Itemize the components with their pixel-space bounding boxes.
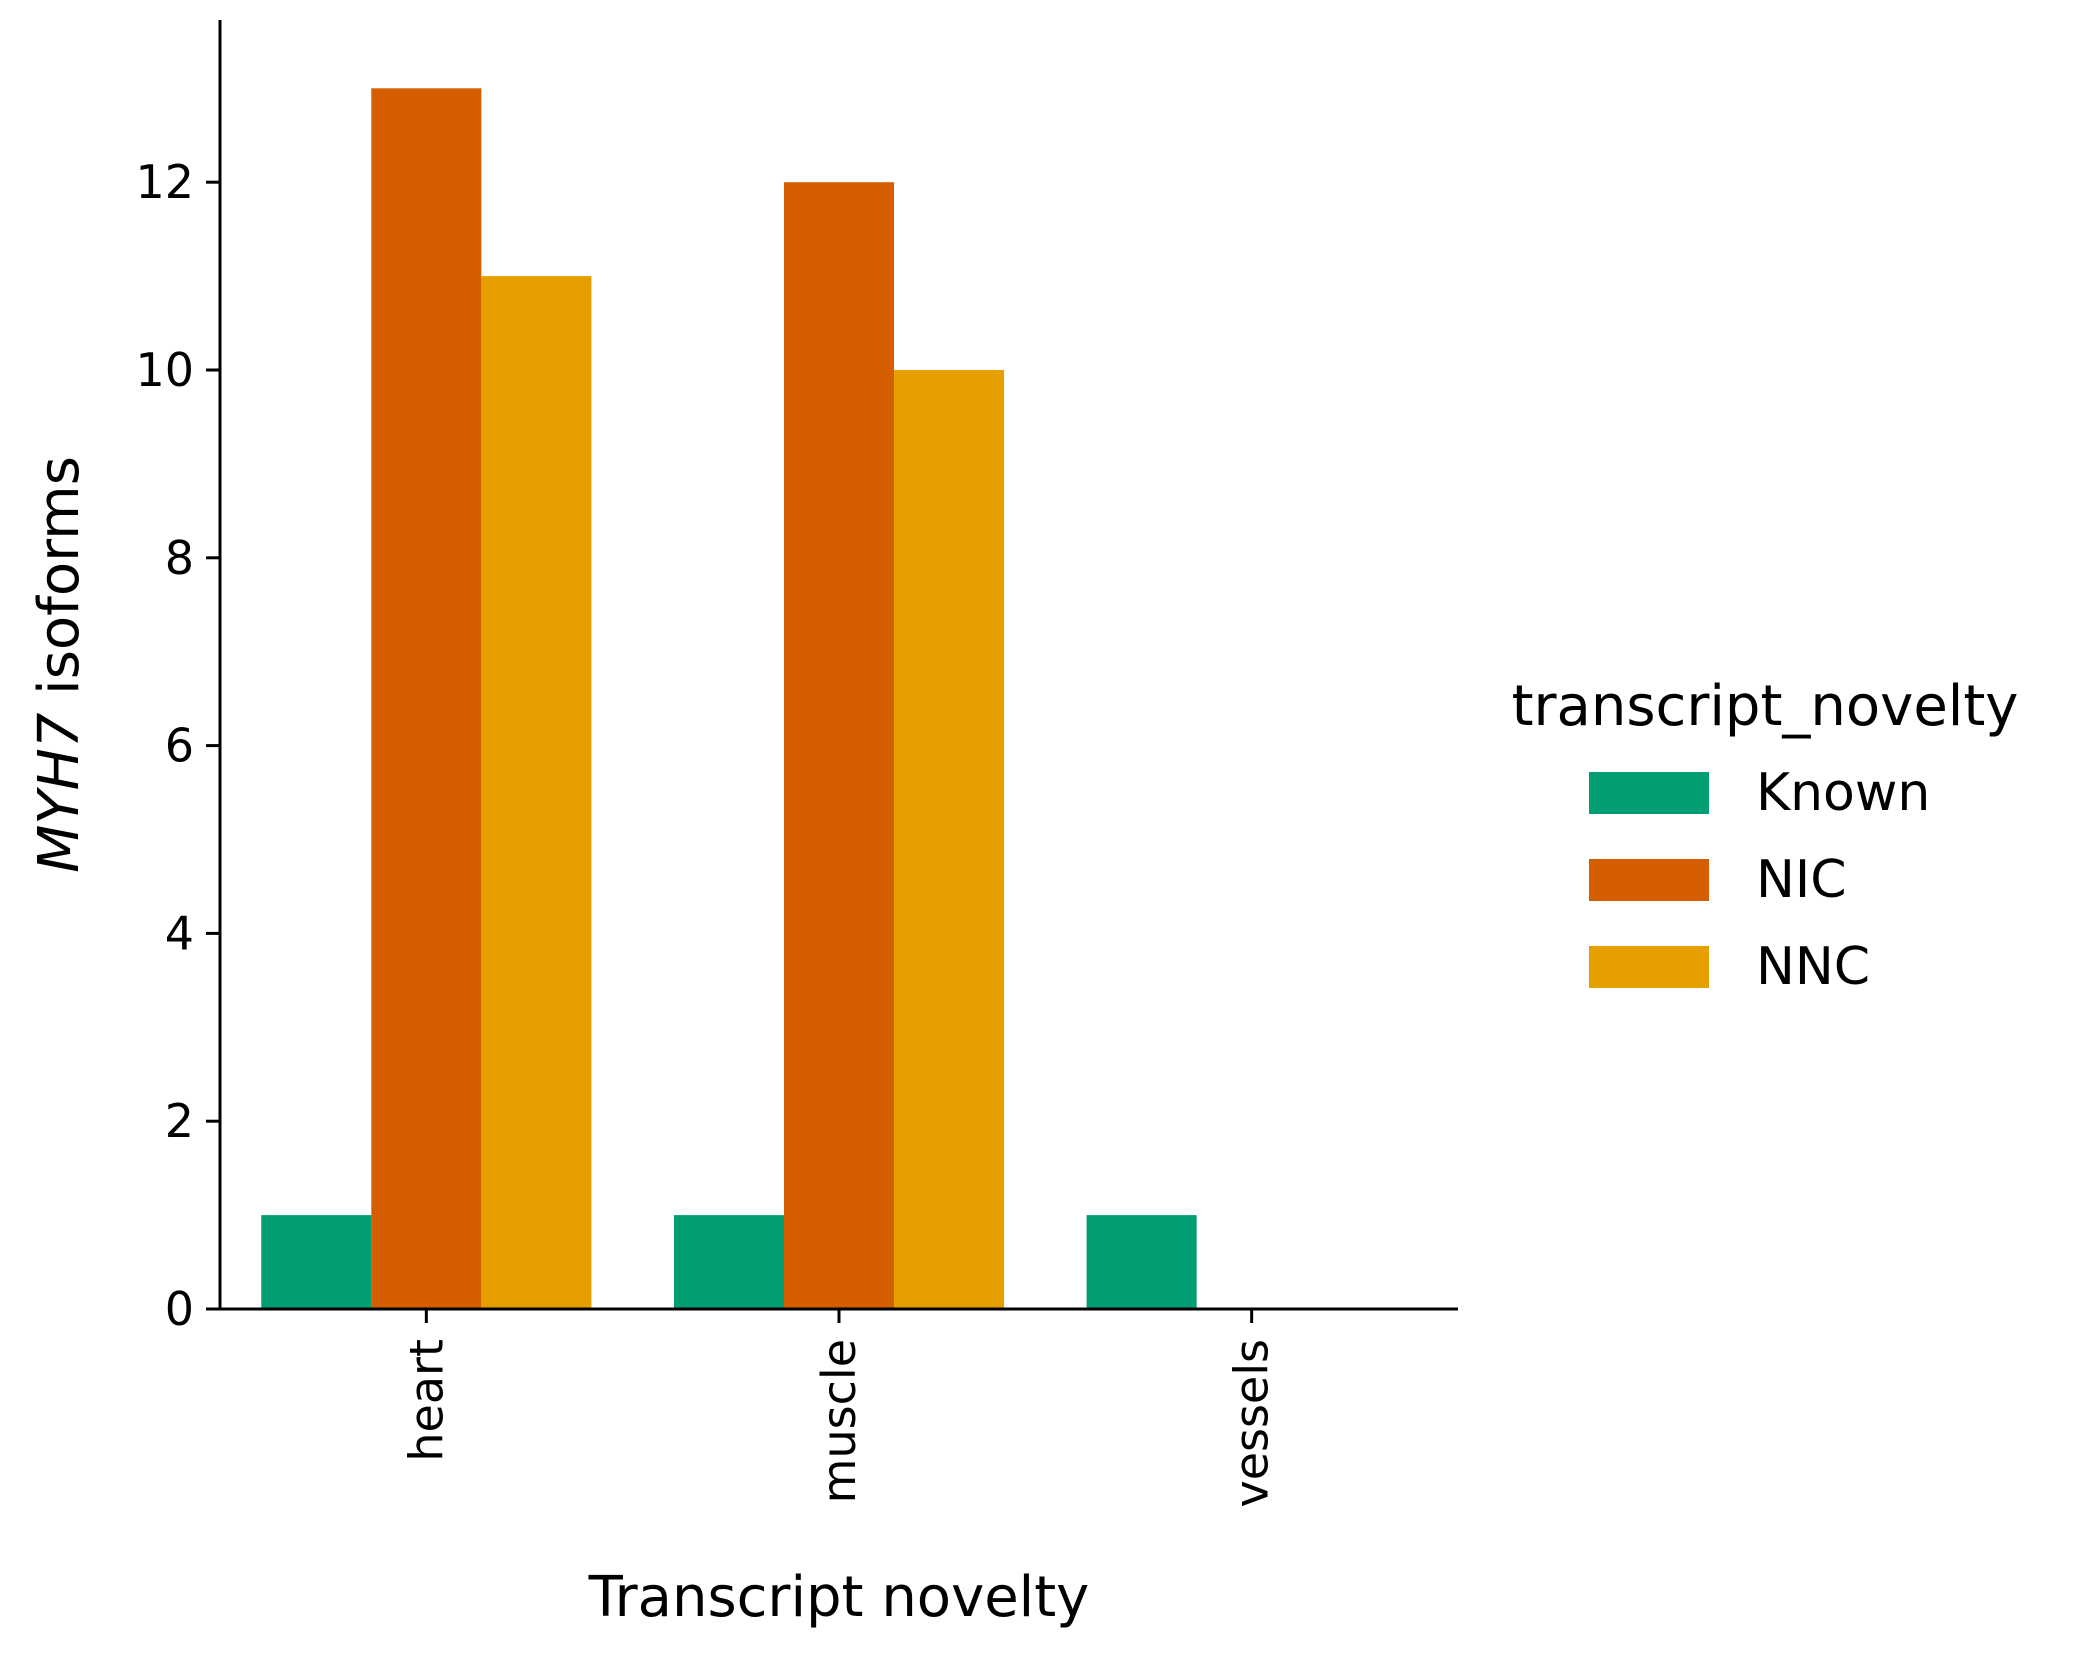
bar-heart-known [261,1215,372,1309]
x-tick-label-vessels: vessels [1225,1339,1279,1508]
bar-muscle-nic [783,182,895,1310]
bars-layer [261,88,1197,1310]
y-axis-title-gene: MYH7 [27,712,92,873]
legend-swatch-nic [1589,859,1709,901]
y-axis-title-rest: isoforms [27,456,92,713]
x-ticks: heart muscle vessels [399,1309,1279,1508]
legend-label-nic: NIC [1756,850,1847,910]
legend-swatch-nnc [1589,946,1709,988]
y-tick-label: 6 [165,719,194,773]
x-tick-label-muscle: muscle [812,1339,866,1503]
bar-heart-nic [371,88,482,1309]
bar-muscle-nnc [894,370,1005,1309]
y-tick-label: 10 [135,343,194,397]
x-tick-label-heart: heart [399,1339,453,1462]
y-tick-label: 12 [135,155,194,209]
y-tick-label: 8 [165,531,194,585]
legend-swatch-known [1589,772,1709,814]
bar-heart-nnc [481,276,592,1310]
y-ticks: 0 2 4 6 8 10 12 [135,155,220,1336]
y-axis-title: MYH7 isoforms [27,456,92,873]
bar-muscle-known [673,1215,784,1309]
legend-label-nnc: NNC [1756,937,1870,997]
y-tick-label: 4 [165,906,194,960]
legend-title: transcript_novelty [1512,674,2019,739]
y-tick-label: 2 [165,1094,194,1148]
legend: transcript_novelty Known NIC NNC [1512,674,2019,997]
x-axis-title: Transcript novelty [588,1565,1090,1630]
legend-label-known: Known [1756,763,1930,823]
y-tick-label: 0 [165,1282,194,1336]
bar-vessels-known [1086,1215,1197,1309]
